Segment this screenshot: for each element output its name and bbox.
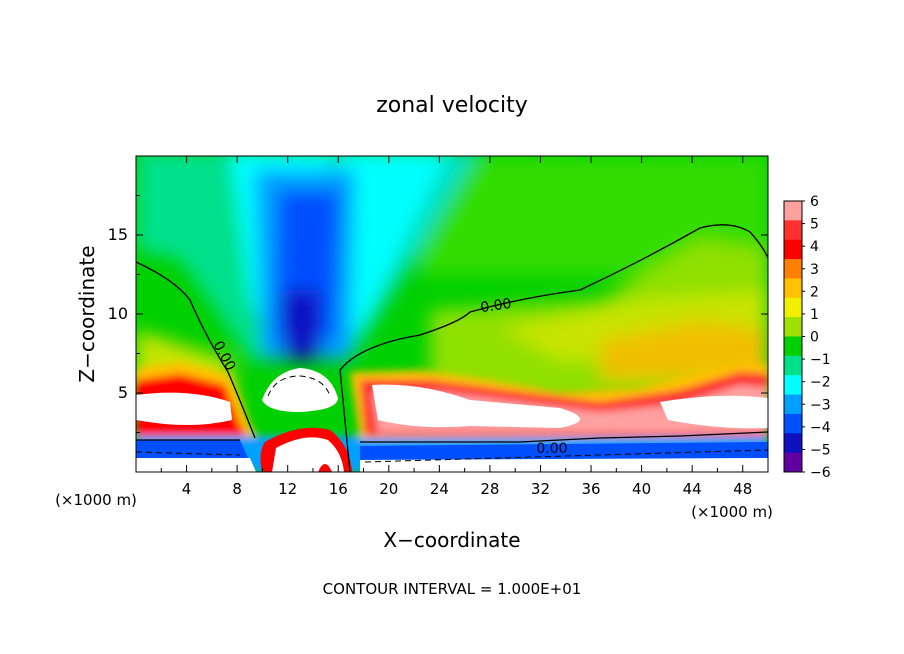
colorbar-label: −5 xyxy=(810,442,831,458)
colorbar-swatch xyxy=(784,259,802,279)
colorbar-swatch xyxy=(784,413,802,434)
x-tick-label: 36 xyxy=(581,480,600,498)
x-unit-label-right: (×1000 m) xyxy=(691,503,773,521)
colorbar-swatch xyxy=(784,336,802,357)
colorbar-label: −1 xyxy=(810,352,831,368)
y-tick-label: 15 xyxy=(108,225,128,244)
contour-interval-note: CONTOUR INTERVAL = 1.000E+01 xyxy=(323,580,582,598)
x-tick-label: 24 xyxy=(430,480,449,498)
contour-label: 0.00 xyxy=(536,441,567,457)
x-axis-label: X−coordinate xyxy=(383,528,520,552)
colorbar-label: −6 xyxy=(810,465,831,481)
colorbar-swatch xyxy=(784,433,802,454)
x-tick-label: 40 xyxy=(632,480,651,498)
chart-title: zonal velocity xyxy=(376,93,528,118)
contour-label: 0.00 xyxy=(479,296,512,316)
y-tick-label: 5 xyxy=(118,383,128,402)
colorbar-label: 5 xyxy=(810,217,819,233)
colorbar: 6 5 4 3 2 1 0 −1 −2 −3 −4 −5 −6 xyxy=(783,194,831,481)
x-tick-label: 28 xyxy=(480,480,499,498)
colorbar-swatch xyxy=(784,375,802,396)
x-tick-label: 16 xyxy=(329,480,348,498)
colorbar-label: 1 xyxy=(810,307,819,323)
colorbar-swatch xyxy=(784,317,802,337)
colorbar-swatch xyxy=(784,297,802,318)
colorbar-swatch xyxy=(784,239,802,260)
y-axis: 5 10 15 xyxy=(108,195,768,433)
y-axis-label: Z−coordinate xyxy=(75,245,99,382)
x-tick-label: 20 xyxy=(379,480,398,498)
colorbar-label: 4 xyxy=(810,239,819,255)
colorbar-swatch xyxy=(784,452,802,473)
colorbar-swatch xyxy=(784,394,802,415)
x-tick-label: 44 xyxy=(683,480,702,498)
colorbar-label: −4 xyxy=(810,420,831,436)
colorbar-label: −3 xyxy=(810,397,831,413)
colorbar-label: 0 xyxy=(810,330,819,346)
x-unit-label-left: (×1000 m) xyxy=(55,491,137,509)
colorbar-swatch xyxy=(784,220,802,241)
x-tick-label: 48 xyxy=(733,480,752,498)
x-tick-label: 12 xyxy=(278,480,297,498)
colorbar-label: −2 xyxy=(810,375,831,391)
y-tick-label: 10 xyxy=(108,304,128,323)
colorbar-swatch xyxy=(784,355,802,376)
x-tick-label: 4 xyxy=(182,480,192,498)
x-tick-label: 32 xyxy=(531,480,550,498)
colorbar-swatch xyxy=(784,278,802,299)
x-axis: 4 8 12 16 20 24 28 32 36 40 44 48 xyxy=(160,156,752,498)
x-tick-label: 8 xyxy=(232,480,242,498)
colorbar-label: 3 xyxy=(810,262,819,278)
velocity-field xyxy=(136,156,768,472)
colorbar-label: 6 xyxy=(810,194,819,210)
colorbar-swatch xyxy=(784,201,802,221)
colorbar-label: 2 xyxy=(810,284,819,300)
